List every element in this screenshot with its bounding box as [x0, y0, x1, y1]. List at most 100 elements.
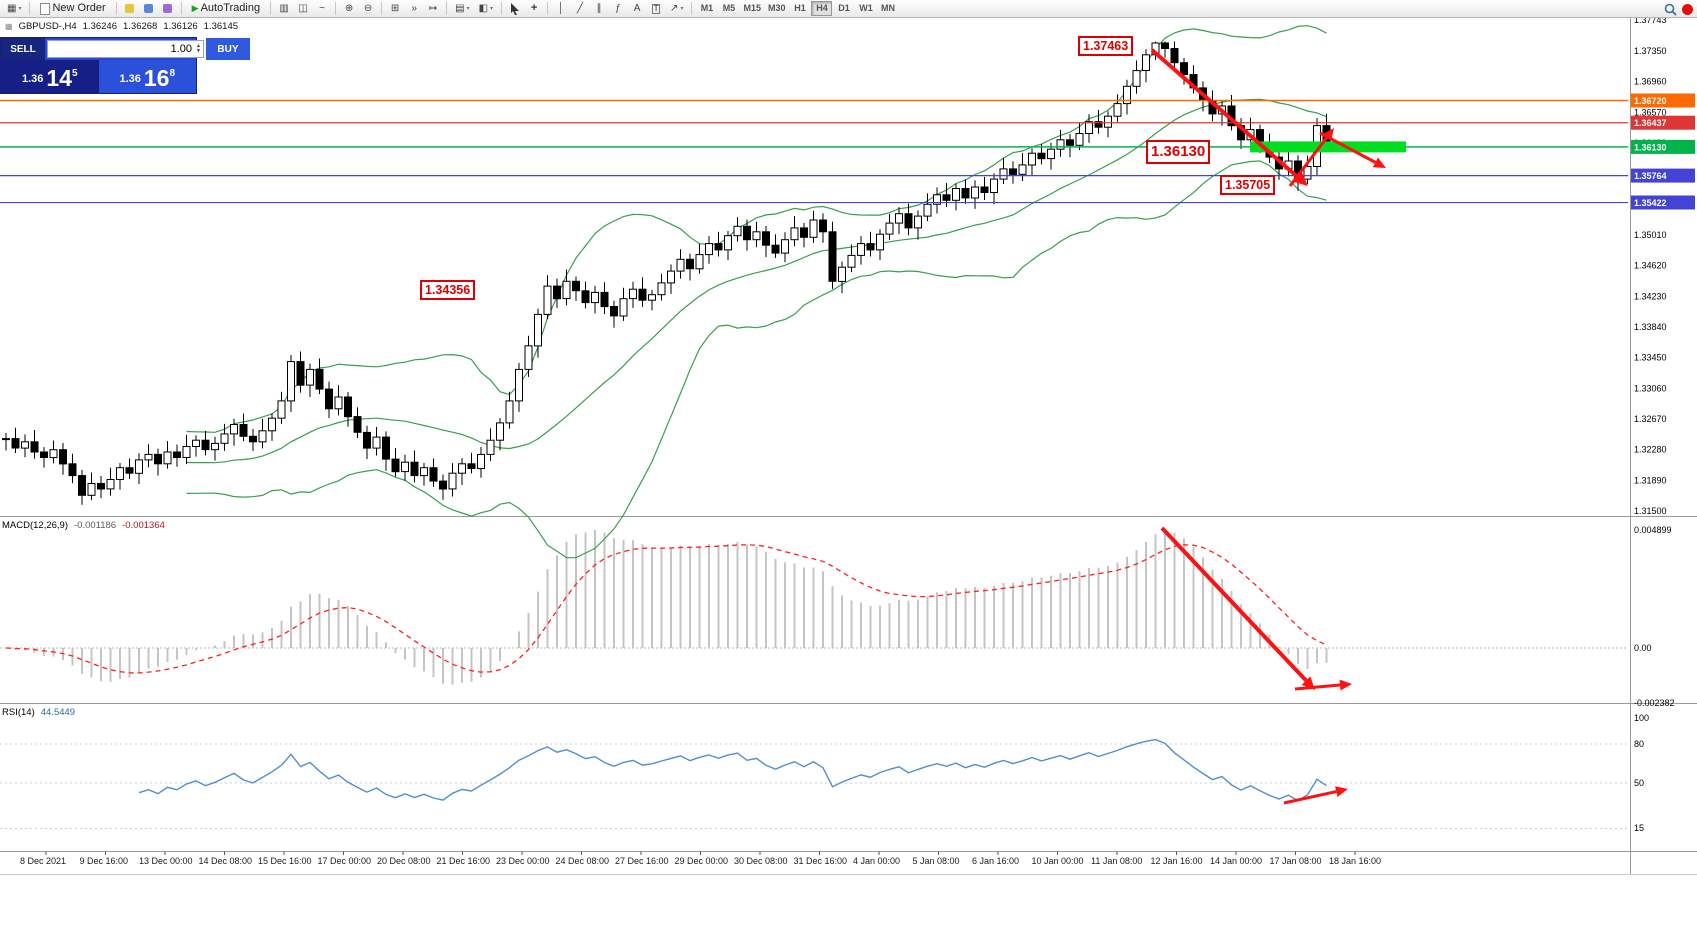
timeframe-w1[interactable]: W1 [855, 1, 876, 16]
svg-text:18 Jan 16:00: 18 Jan 16:00 [1329, 856, 1381, 866]
vertical-line-button[interactable]: │ [552, 1, 570, 17]
line-chart-button[interactable]: ~ [313, 1, 331, 17]
notification-badge[interactable] [1682, 3, 1693, 15]
autotrading-label: AutoTrading [200, 2, 261, 14]
toolbar-separator [180, 2, 182, 15]
tile-windows-button[interactable]: ⊞ [386, 1, 404, 17]
chevron-down-icon: ▾ [466, 5, 470, 12]
svg-text:9 Dec 16:00: 9 Dec 16:00 [80, 856, 129, 866]
experts-button[interactable] [140, 1, 158, 17]
search-icon[interactable] [1664, 3, 1677, 16]
candlestick-chart-button[interactable]: ◫ [294, 1, 312, 17]
svg-text:30 Dec 08:00: 30 Dec 08:00 [734, 856, 788, 866]
indicators-icon [163, 4, 173, 13]
svg-text:5 Jan 08:00: 5 Jan 08:00 [913, 856, 960, 866]
sell-price[interactable]: 1.36 14 5 [1, 60, 99, 93]
toolbar-separator [270, 2, 272, 15]
spinner-up-icon[interactable]: ▲ [196, 42, 201, 49]
one-click-trading-panel: SELL ▲▼ BUY 1.36 14 5 1.36 16 8 [0, 37, 250, 94]
chevron-down-icon: ▾ [490, 5, 494, 12]
volume-spinner[interactable]: ▲ ▼ [194, 42, 203, 55]
channel-icon: ∥ [596, 2, 602, 14]
indicators-button[interactable] [159, 1, 177, 17]
zoom-out-icon: ⊖ [363, 2, 373, 14]
timeframe-h4[interactable]: H4 [811, 1, 833, 16]
rsi-name: RSI(14) [2, 707, 35, 718]
text-button[interactable]: A [628, 1, 646, 17]
auto-scroll-button[interactable]: » [405, 1, 423, 17]
new-chart-button[interactable]: ▦ ▾ [3, 1, 25, 17]
trendline-icon: ╱ [577, 2, 584, 14]
bar-chart-button[interactable]: ▥ [275, 1, 293, 17]
price-annotation[interactable]: 1.36130 [1146, 140, 1211, 164]
svg-text:29 Dec 00:00: 29 Dec 00:00 [675, 856, 729, 866]
spinner-down-icon[interactable]: ▼ [196, 48, 201, 54]
svg-text:10 Jan 00:00: 10 Jan 00:00 [1032, 856, 1084, 866]
svg-text:100: 100 [1634, 713, 1649, 723]
new-order-label: New Order [52, 2, 106, 14]
templates-button[interactable]: ◧ ▾ [475, 1, 497, 17]
svg-text:1.31890: 1.31890 [1634, 475, 1667, 485]
timeframe-h1[interactable]: H1 [789, 1, 810, 16]
tile-windows-icon: ⊞ [390, 2, 400, 14]
chart-shift-button[interactable]: ↦ [424, 1, 442, 17]
sell-price-sup: 5 [71, 68, 78, 79]
text-label-button[interactable]: T [647, 1, 665, 17]
crosshair-button[interactable]: + [525, 1, 543, 17]
timeframe-mn[interactable]: MN [877, 1, 898, 16]
timeframe-d1[interactable]: D1 [833, 1, 854, 16]
rsi-value: 44.5449 [40, 707, 76, 718]
svg-text:1.36437: 1.36437 [1634, 118, 1667, 128]
volume-input[interactable] [48, 42, 194, 56]
rsi-label: RSI(14) 44.5449 [2, 707, 75, 718]
svg-text:50: 50 [1634, 778, 1644, 788]
buy-button[interactable]: BUY [205, 38, 250, 60]
chart-mini-icon: ▦ [5, 22, 13, 31]
macd-label: MACD(12,26,9) -0.001186 -0.001364 [2, 520, 165, 531]
fibonacci-icon: ƒ [615, 2, 621, 14]
svg-text:0.00: 0.00 [1634, 643, 1652, 653]
price-annotation[interactable]: 1.37463 [1078, 36, 1134, 57]
zoom-in-button[interactable]: ⊕ [340, 1, 358, 17]
support-zone [1250, 141, 1406, 153]
channel-button[interactable]: ∥ [590, 1, 608, 17]
svg-text:14 Dec 08:00: 14 Dec 08:00 [199, 856, 253, 866]
sell-button[interactable]: SELL [1, 38, 45, 60]
timeframe-m30[interactable]: M30 [765, 1, 789, 16]
timeframe-m15[interactable]: M15 [740, 1, 764, 16]
svg-text:8 Dec 2021: 8 Dec 2021 [20, 856, 66, 866]
buy-price[interactable]: 1.36 16 8 [98, 60, 196, 93]
svg-text:1.36570: 1.36570 [1634, 107, 1667, 117]
cursor-button[interactable] [506, 1, 524, 17]
vertical-line-icon: │ [557, 2, 565, 14]
svg-text:1.34620: 1.34620 [1634, 261, 1667, 271]
toolbar-right-cluster [1664, 2, 1693, 16]
svg-text:1.33060: 1.33060 [1634, 383, 1667, 393]
fibonacci-button[interactable]: ƒ [609, 1, 627, 17]
volume-box: ▲▼ [47, 40, 204, 58]
toolbar-separator [501, 2, 503, 15]
price-annotation[interactable]: 1.34356 [420, 280, 476, 301]
timeframe-m5[interactable]: M5 [718, 1, 739, 16]
profiles-button[interactable]: ▤ ▾ [451, 1, 473, 17]
text-label-icon: T [651, 3, 661, 14]
autotrading-button[interactable]: ▶ AutoTrading [186, 1, 266, 17]
price-annotation[interactable]: 1.35705 [1220, 175, 1276, 196]
new-order-button[interactable]: New Order [34, 1, 111, 17]
svg-text:21 Dec 16:00: 21 Dec 16:00 [437, 856, 491, 866]
arrows-tool-button[interactable]: ↗ ▾ [666, 1, 687, 17]
toolbar-separator [115, 2, 117, 15]
scripts-icon [125, 4, 135, 13]
zoom-out-button[interactable]: ⊖ [359, 1, 377, 17]
price-level-badge [1631, 93, 1695, 108]
scripts-button[interactable] [121, 1, 139, 17]
svg-text:23 Dec 00:00: 23 Dec 00:00 [496, 856, 550, 866]
trendline-button[interactable]: ╱ [571, 1, 589, 17]
svg-text:24 Dec 08:00: 24 Dec 08:00 [556, 856, 610, 866]
timeframe-m1[interactable]: M1 [696, 1, 717, 16]
buy-price-sup: 8 [169, 68, 176, 79]
svg-text:6 Jan 16:00: 6 Jan 16:00 [972, 856, 1019, 866]
price-level-badge [1631, 168, 1695, 183]
